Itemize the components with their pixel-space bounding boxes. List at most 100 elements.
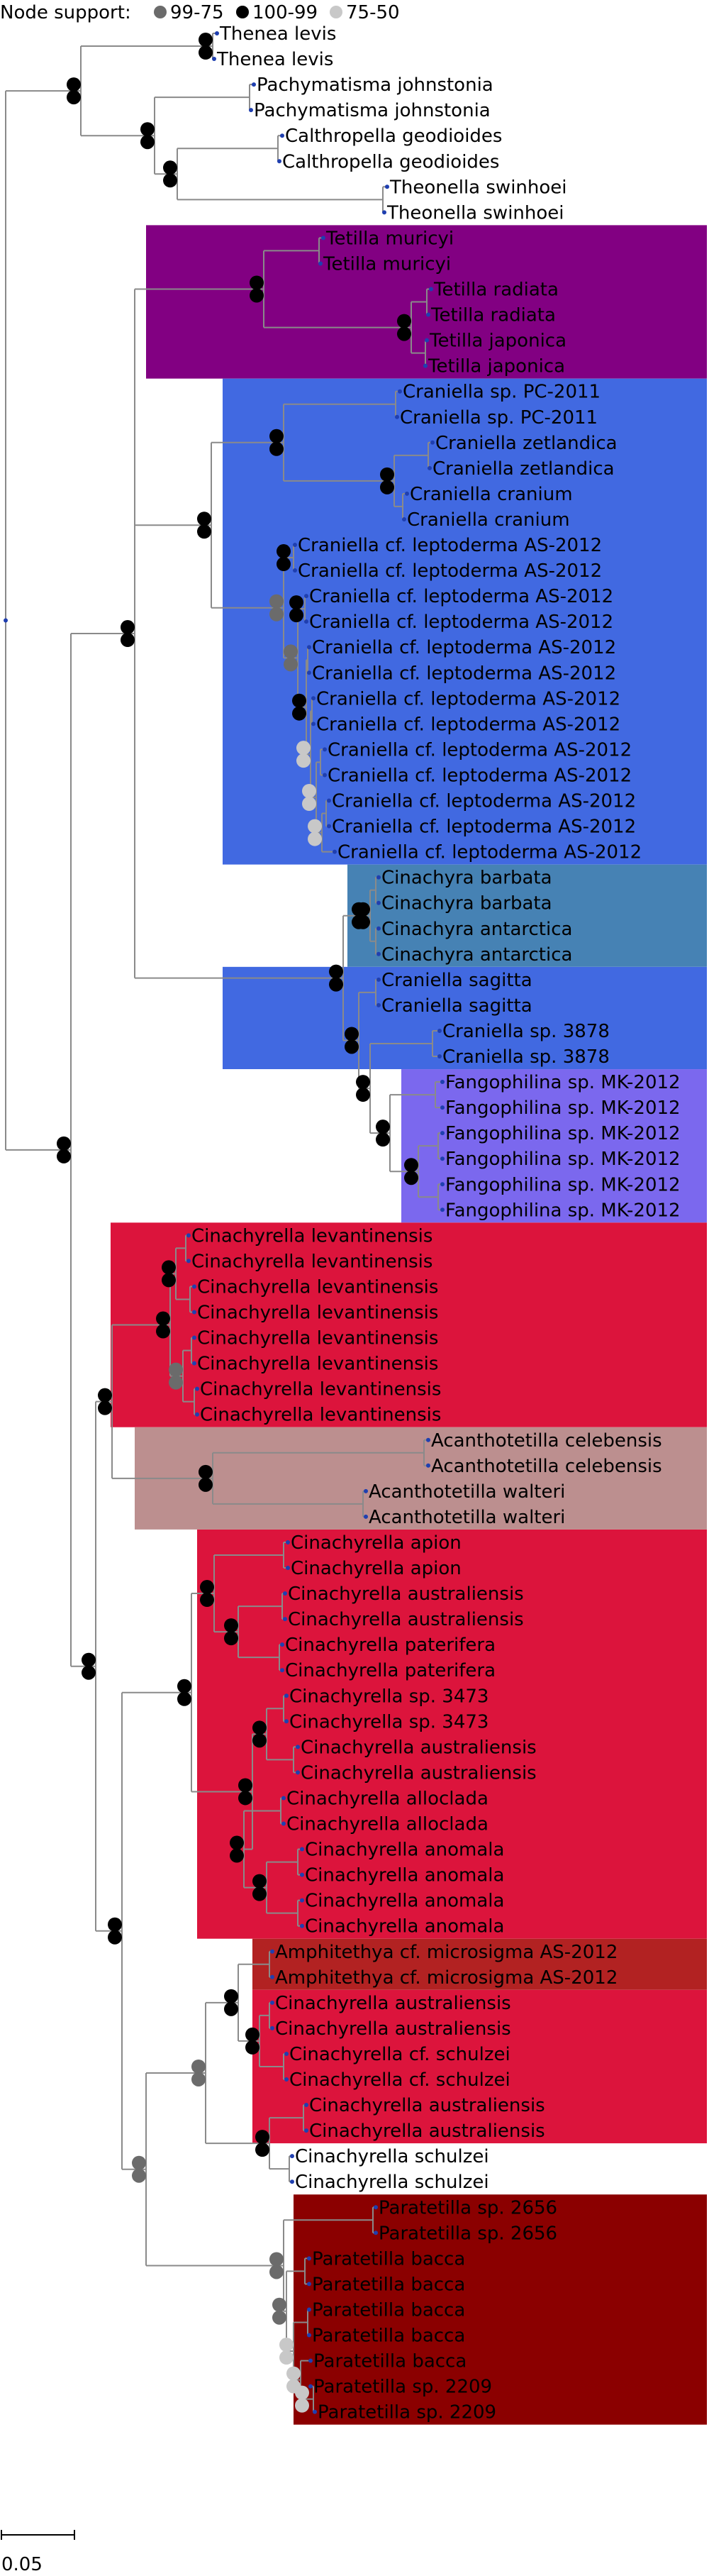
support-marker-lower — [269, 441, 284, 456]
support-marker-lower — [98, 1400, 112, 1415]
tip-dot — [293, 543, 297, 547]
legend-swatch-75-50 — [330, 6, 342, 18]
clade-band-amphitethya — [252, 1938, 707, 1990]
taxon-label: Acanthotetilla walteri — [369, 1481, 565, 1503]
tip-dot — [270, 1949, 274, 1954]
support-marker-upper — [397, 314, 411, 328]
taxon-label: Craniella cranium — [407, 509, 570, 531]
support-marker-upper — [269, 429, 284, 443]
support-marker-upper — [230, 1835, 244, 1850]
taxon-label: Tetilla radiata — [430, 305, 556, 326]
taxon-label: Cinachyrella anomala — [305, 1865, 504, 1886]
taxon-label: Craniella zetlandica — [435, 433, 618, 454]
tip-dot — [270, 2025, 274, 2030]
taxon-label: Pachymatisma johnstonia — [257, 74, 493, 96]
taxon-label: Cinachyrella schulzei — [295, 2146, 489, 2167]
support-marker-lower — [252, 1733, 267, 1748]
support-marker-upper — [163, 160, 177, 175]
support-marker-lower — [295, 2398, 309, 2413]
tip-dot — [290, 2179, 294, 2184]
support-marker-upper — [345, 1027, 359, 1041]
taxon-label: Craniella cf. leptoderma AS-2012 — [328, 739, 632, 761]
support-marker-lower — [345, 1039, 359, 1054]
taxon-label: Craniella cf. leptoderma AS-2012 — [337, 842, 642, 863]
root-dot — [4, 618, 8, 623]
tip-dot — [318, 261, 323, 266]
support-marker-lower — [140, 135, 155, 150]
support-marker-lower — [356, 1088, 370, 1102]
taxon-label: Amphitethya cf. microsigma AS-2012 — [275, 1942, 618, 1963]
support-marker-upper — [177, 1679, 191, 1693]
taxon-label: Paratetilla bacca — [312, 2326, 465, 2347]
taxon-label: Fangophilina sp. MK-2012 — [445, 1149, 681, 1170]
taxon-label: Cinachyrella levantinensis — [191, 1225, 432, 1246]
tip-dot — [300, 1898, 304, 1903]
support-marker-lower — [224, 2001, 238, 2016]
tip-dot — [440, 1105, 445, 1110]
support-marker-lower — [376, 1132, 390, 1147]
taxon-label: Cinachyrella australiensis — [275, 2018, 511, 2040]
taxon-label: Cinachyrella levantinensis — [197, 1276, 438, 1298]
support-marker-upper — [356, 1075, 370, 1090]
tip-dot — [307, 2282, 311, 2287]
support-marker-upper — [352, 902, 366, 917]
taxon-label: Fangophilina sp. MK-2012 — [445, 1174, 681, 1195]
taxon-label: Craniella cf. leptoderma AS-2012 — [312, 663, 616, 684]
support-marker-upper — [250, 275, 264, 290]
tip-dot — [308, 2358, 313, 2363]
support-marker-upper — [224, 1618, 238, 1633]
taxon-label: Paratetilla sp. 2656 — [379, 2223, 557, 2244]
tip-dot — [270, 1974, 274, 1979]
taxon-label: Paratetilla bacca — [312, 2274, 465, 2295]
support-marker-lower — [277, 557, 291, 572]
tip-dot — [300, 1923, 304, 1928]
support-marker-lower — [177, 1691, 191, 1706]
support-marker-lower — [308, 831, 322, 846]
clade-band-fangophilina — [401, 1069, 707, 1223]
support-marker-upper — [296, 741, 311, 756]
taxon-label: Craniella cf. leptoderma AS-2012 — [332, 791, 636, 812]
tip-dot — [437, 1054, 442, 1058]
support-marker-lower — [224, 1631, 238, 1646]
tip-dot — [307, 670, 311, 675]
support-marker-lower — [245, 2040, 259, 2055]
support-marker-upper — [200, 1580, 214, 1595]
support-marker-lower — [108, 1930, 122, 1945]
clade-band-paratetilla — [294, 2194, 707, 2425]
taxon-label: Cinachyrella cf. schulzei — [289, 2044, 510, 2065]
support-marker-lower — [82, 1665, 96, 1680]
taxon-label: Fangophilina sp. MK-2012 — [445, 1098, 681, 1119]
support-marker-upper — [140, 122, 155, 137]
tip-dot — [423, 363, 428, 368]
tip-dot — [311, 722, 316, 726]
support-marker-upper — [197, 512, 211, 526]
taxon-label: Cinachyrella levantinensis — [191, 1251, 432, 1272]
tip-dot — [376, 875, 381, 880]
legend: Node support: 99-75 100-99 75-50 — [0, 2, 400, 23]
scale-bar-label: 0.05 — [1, 2554, 43, 2575]
tip-dot — [426, 1437, 430, 1442]
taxon-label: Cinachyrella paterifera — [285, 1660, 496, 1681]
taxon-label: Cinachyrella levantinensis — [197, 1328, 438, 1349]
taxon-label: Cinachyrella levantinensis — [200, 1379, 441, 1400]
taxon-label: Theonella swinhoei — [386, 202, 564, 223]
taxon-label: Cinachyrella australiensis — [301, 1762, 537, 1784]
taxon-labels: Thenea levis Thenea levis Pachymatisma joh… — [191, 23, 681, 2423]
support-marker-upper — [286, 2366, 301, 2381]
support-marker-lower — [397, 326, 411, 341]
tip-dot — [284, 2051, 289, 2056]
support-marker-lower — [191, 2072, 206, 2086]
tip-dot — [280, 133, 284, 138]
taxon-label: Cinachyrella australiensis — [275, 1993, 511, 2014]
tip-dot — [426, 1463, 430, 1468]
taxon-label: Paratetilla bacca — [313, 2351, 467, 2372]
support-marker-lower — [302, 796, 316, 811]
taxon-label: Tetilla muricyi — [325, 228, 454, 249]
tip-dot — [364, 1488, 368, 1493]
tip-dot — [290, 2154, 294, 2159]
clade-band-craniella-sagitta — [223, 966, 707, 1069]
support-marker-upper — [329, 964, 343, 979]
support-marker-upper — [82, 1652, 96, 1667]
support-marker-upper — [67, 77, 81, 92]
